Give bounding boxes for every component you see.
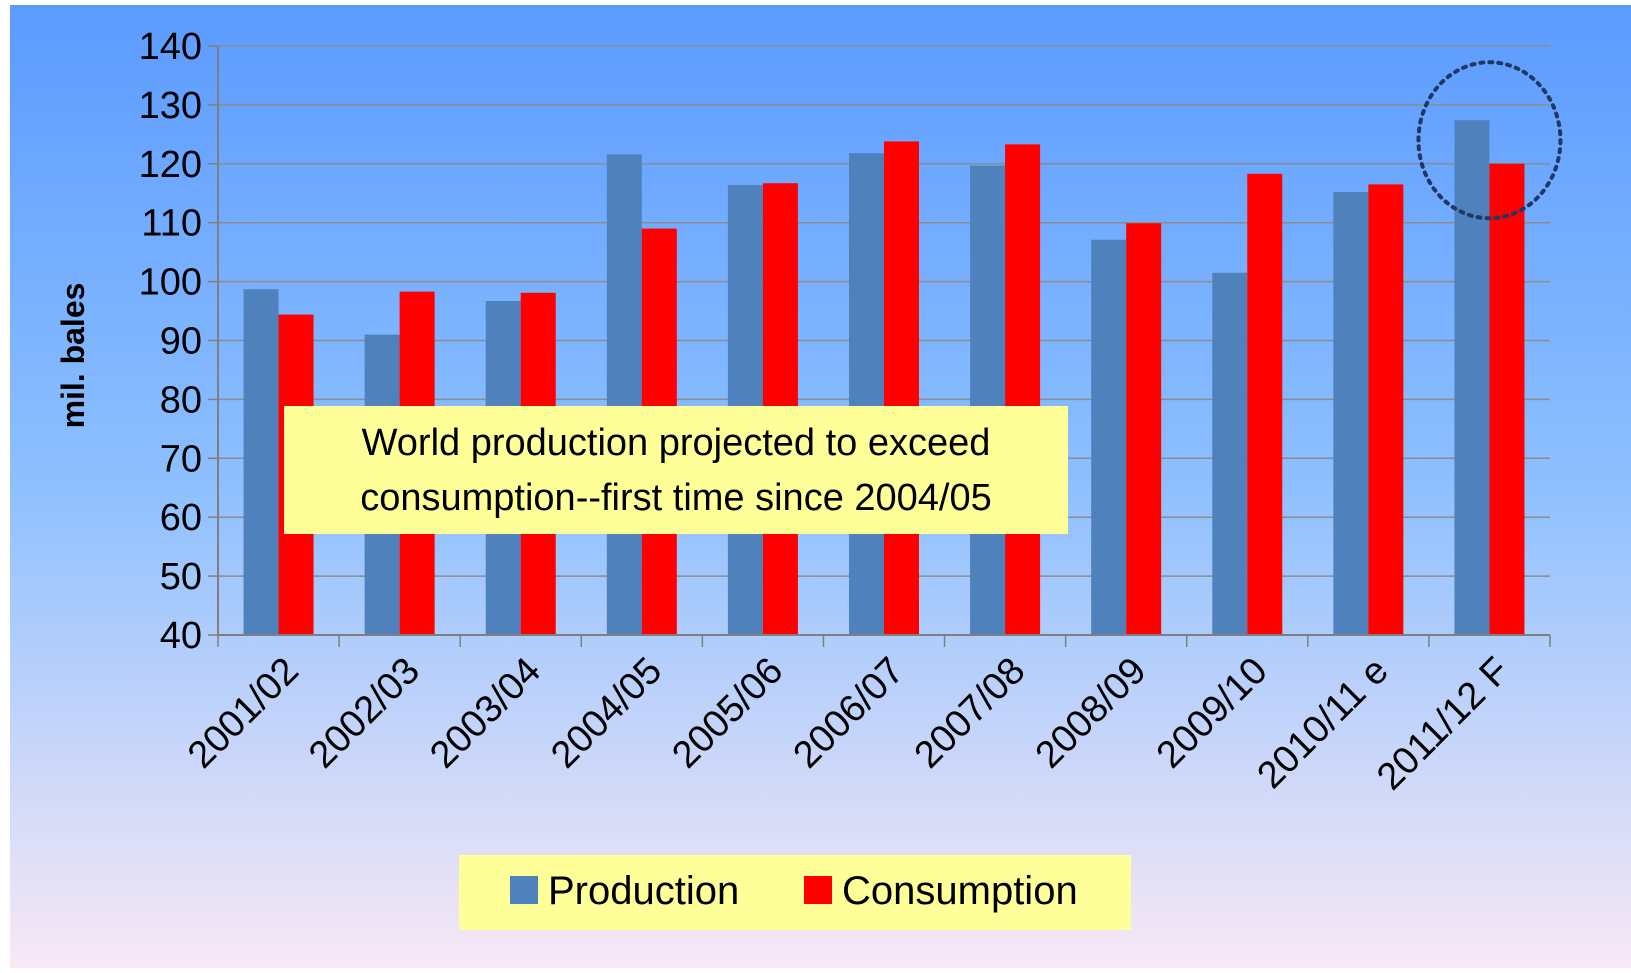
bar-consumption-2006-07: [884, 141, 919, 635]
annotation-line-2: consumption--first time since 2004/05: [360, 477, 992, 519]
annotation-line-1: World production projected to exceed: [362, 422, 991, 464]
bar-production-2004-05: [606, 154, 642, 635]
axes: [217, 46, 1551, 647]
bar-consumption-2011-12-F: [1489, 163, 1525, 636]
legend-swatch-production: [510, 876, 538, 904]
annotation-background: [284, 406, 1068, 534]
bar-production-2010-11-e: [1333, 192, 1369, 635]
bar-production-2006-07: [849, 153, 884, 635]
bar-consumption-2008-09: [1126, 223, 1162, 635]
y-tick-label: 80: [160, 379, 202, 421]
y-tick-label: 100: [139, 262, 202, 304]
legend-background: [459, 855, 1131, 930]
highlight-circle: [1416, 60, 1563, 221]
bar-consumption-2010-11-e: [1368, 184, 1404, 636]
y-tick-label: 90: [160, 321, 202, 363]
y-tick-label: 130: [139, 85, 202, 127]
annotation-box: World production projected to exceed con…: [284, 406, 1068, 534]
y-tick-label: 50: [160, 556, 202, 598]
bar-production-2001-02: [243, 289, 279, 635]
y-tick-label: 60: [160, 497, 202, 539]
bar-consumption-2007-08: [1005, 144, 1041, 635]
y-tick-label: 140: [139, 26, 202, 68]
y-tick-label: 40: [160, 615, 202, 657]
bar-production-2009-10: [1212, 272, 1248, 635]
legend: Production Consumption: [459, 855, 1131, 930]
y-tick-label: 70: [160, 438, 202, 480]
y-tick-label: 120: [139, 144, 202, 186]
legend-label-production: Production: [548, 869, 739, 913]
bar-production-2007-08: [970, 165, 1006, 635]
bar-production-2008-09: [1091, 239, 1127, 635]
y-axis-label: mil. bales: [55, 283, 91, 429]
legend-label-consumption: Consumption: [842, 869, 1078, 913]
legend-swatch-consumption: [804, 876, 832, 904]
y-tick-labels: 40 50 60 70 80 90 100 110 120 130 140: [139, 26, 202, 657]
bar-consumption-2009-10: [1247, 173, 1283, 636]
bar-production-2011-12-F: [1454, 120, 1490, 636]
y-tick-label: 110: [141, 203, 202, 245]
